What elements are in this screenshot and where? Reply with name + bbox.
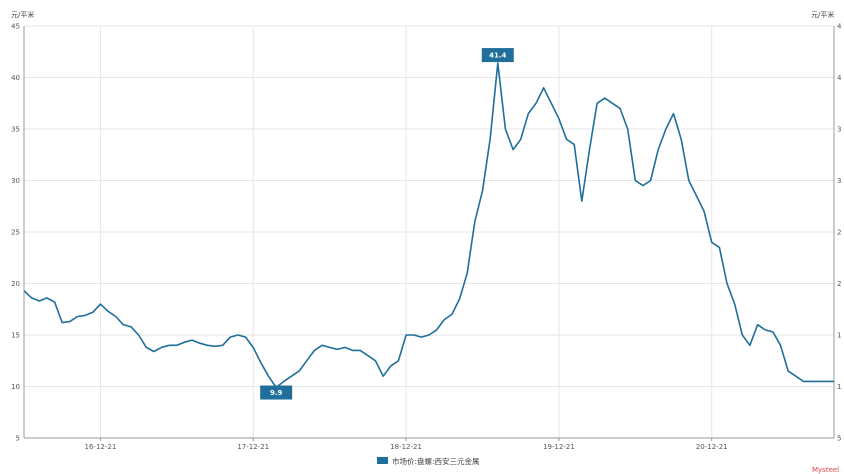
y-tick-label-right: 3 bbox=[837, 177, 841, 185]
watermark: Mysteel bbox=[812, 466, 839, 474]
y-tick-label-right: 3 bbox=[837, 126, 841, 134]
y-tick-label-right: 5 bbox=[837, 435, 841, 443]
y-tick-label-right: 4 bbox=[837, 74, 842, 82]
y-tick-label-left: 45 bbox=[11, 23, 20, 31]
y-tick-label-right: 1 bbox=[837, 332, 841, 340]
x-tick-label: 20-12-21 bbox=[696, 443, 728, 451]
grid-layer bbox=[24, 25, 834, 439]
y-tick-label-left: 35 bbox=[11, 126, 20, 134]
y-tick-label-right: 1 bbox=[837, 383, 841, 391]
x-tick-label: 18-12-21 bbox=[390, 443, 422, 451]
y-tick-label-left: 40 bbox=[11, 74, 20, 82]
y-tick-label-left: 15 bbox=[11, 332, 20, 340]
legend-label: 市场价:盘螺:西安三元金属 bbox=[392, 456, 480, 466]
y-tick-label-right: 2 bbox=[837, 229, 841, 237]
y-axis-unit-right: 元/平米 bbox=[811, 10, 834, 19]
y-tick-label-right: 2 bbox=[837, 280, 841, 288]
y-tick-label-left: 25 bbox=[11, 229, 20, 237]
x-tick-label: 17-12-21 bbox=[237, 443, 269, 451]
y-tick-label-left: 30 bbox=[11, 177, 20, 185]
y-axis-unit-left: 元/平米 bbox=[11, 10, 34, 19]
legend[interactable]: 市场价:盘螺:西安三元金属 bbox=[377, 456, 480, 466]
y-tick-label-left: 10 bbox=[11, 383, 20, 391]
annotation-min-label: 9.9 bbox=[270, 389, 283, 397]
axes-layer: 5 5 10 1 15 1 20 2 25 2 30 3 35 3 40 4 45 4 16-12-21 17-12-… bbox=[11, 23, 842, 452]
x-tick-label: 16-12-21 bbox=[85, 443, 117, 451]
y-tick-label-right: 4 bbox=[837, 23, 842, 31]
annotation-min-box bbox=[260, 385, 293, 400]
x-tick-label: 19-12-21 bbox=[543, 443, 575, 451]
annotation-max-box bbox=[481, 48, 514, 63]
y-tick-label-left: 5 bbox=[16, 435, 20, 443]
legend-swatch bbox=[377, 457, 388, 464]
annotation-layer: 41.4 9.9 bbox=[260, 48, 514, 400]
y-tick-label-left: 20 bbox=[11, 280, 20, 288]
annotation-max-label: 41.4 bbox=[489, 52, 506, 60]
series-layer bbox=[23, 62, 834, 389]
series-line bbox=[23, 62, 834, 389]
